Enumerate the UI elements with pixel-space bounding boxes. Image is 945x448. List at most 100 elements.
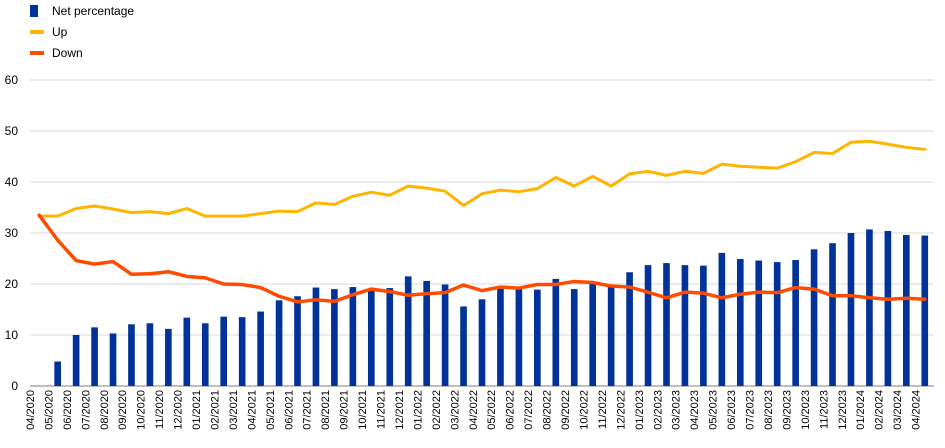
x-tick-label: 04/2022 bbox=[468, 390, 480, 430]
bar bbox=[884, 230, 892, 386]
legend-swatch-down bbox=[30, 50, 44, 55]
x-tick-label: 10/2020 bbox=[136, 390, 148, 430]
bar bbox=[238, 317, 246, 386]
bar bbox=[275, 300, 283, 386]
legend-item-up: Up bbox=[30, 21, 134, 42]
bar bbox=[146, 323, 154, 386]
bar bbox=[201, 323, 209, 386]
x-tick-label: 11/2020 bbox=[154, 390, 166, 429]
bar bbox=[331, 289, 338, 386]
y-tick-label: 0 bbox=[11, 379, 18, 393]
bar bbox=[773, 262, 781, 386]
x-tick-label: 08/2022 bbox=[542, 390, 554, 430]
x-tick-label: 03/2024 bbox=[892, 390, 904, 430]
y-tick-label: 30 bbox=[5, 226, 19, 240]
x-tick-label: 09/2022 bbox=[560, 390, 572, 430]
bar bbox=[736, 259, 744, 386]
y-tick-label: 10 bbox=[5, 328, 19, 342]
x-tick-label: 10/2022 bbox=[578, 390, 590, 430]
x-tick-label: 03/2023 bbox=[671, 390, 683, 430]
bar bbox=[128, 324, 135, 386]
bar bbox=[165, 328, 172, 386]
line-series bbox=[37, 139, 927, 304]
bar bbox=[718, 252, 726, 386]
x-tick-label: 08/2020 bbox=[99, 390, 111, 430]
y-tick-label: 60 bbox=[5, 73, 19, 87]
x-tick-label: 11/2023 bbox=[818, 390, 830, 429]
x-tick-label: 07/2023 bbox=[745, 390, 757, 430]
bar bbox=[626, 272, 633, 386]
x-tick-label: 06/2023 bbox=[726, 390, 738, 430]
y-tick-label: 40 bbox=[5, 175, 19, 189]
x-tick-label: 08/2021 bbox=[320, 390, 332, 430]
x-tick-label: 11/2022 bbox=[597, 390, 609, 429]
x-tick-label: 02/2021 bbox=[209, 390, 221, 430]
x-tick-label: 09/2020 bbox=[117, 390, 129, 430]
bar bbox=[663, 263, 670, 386]
x-tick-label: 02/2024 bbox=[874, 390, 886, 430]
bar bbox=[552, 278, 560, 386]
bar bbox=[829, 243, 836, 386]
x-tick-label: 09/2021 bbox=[339, 390, 351, 430]
bar bbox=[349, 287, 357, 386]
x-tick-label: 10/2021 bbox=[357, 390, 369, 430]
bar bbox=[367, 289, 375, 386]
x-tick-label: 09/2023 bbox=[781, 390, 793, 430]
bar bbox=[460, 306, 467, 386]
x-tick-label: 06/2020 bbox=[62, 390, 74, 430]
bar bbox=[441, 284, 449, 386]
x-tick-label: 05/2020 bbox=[43, 390, 55, 430]
legend-swatch-net-percentage bbox=[30, 4, 38, 17]
x-tick-label: 05/2023 bbox=[708, 390, 720, 430]
x-tick-label: 12/2022 bbox=[615, 390, 627, 430]
bar bbox=[54, 361, 61, 386]
line-down bbox=[37, 213, 927, 304]
x-tick-label: 06/2022 bbox=[505, 390, 517, 430]
bar bbox=[810, 249, 818, 386]
bar bbox=[755, 260, 763, 386]
x-tick-label: 04/2024 bbox=[911, 390, 923, 430]
bar bbox=[497, 288, 504, 386]
x-tick-label: 04/2023 bbox=[689, 390, 701, 430]
x-tick-label: 01/2024 bbox=[855, 390, 867, 430]
legend-item-down: Down bbox=[30, 42, 134, 63]
legend: Net percentage Up Down bbox=[30, 0, 134, 63]
x-tick-label: 10/2023 bbox=[800, 390, 812, 430]
x-tick-label: 02/2023 bbox=[652, 390, 664, 430]
bar bbox=[183, 317, 191, 386]
y-tick-label: 20 bbox=[5, 277, 19, 291]
x-tick-label: 07/2021 bbox=[302, 390, 314, 430]
legend-swatch-up bbox=[30, 29, 44, 34]
line-up bbox=[37, 139, 927, 218]
bar bbox=[312, 287, 320, 386]
x-tick-label: 04/2020 bbox=[25, 390, 37, 430]
bar bbox=[423, 280, 430, 386]
y-axis: 0 10 20 30 40 50 60 bbox=[5, 73, 19, 393]
bar bbox=[386, 288, 394, 386]
gridlines bbox=[30, 79, 934, 387]
bar bbox=[681, 265, 689, 386]
bar bbox=[644, 265, 652, 386]
bar bbox=[294, 296, 301, 386]
x-tick-label: 12/2023 bbox=[837, 390, 849, 430]
bar bbox=[72, 335, 80, 386]
x-tick-label: 11/2021 bbox=[376, 390, 388, 429]
bar bbox=[478, 299, 486, 386]
bar bbox=[109, 333, 117, 386]
x-tick-label: 01/2021 bbox=[191, 390, 203, 430]
bar bbox=[515, 289, 523, 386]
x-tick-label: 05/2022 bbox=[486, 390, 498, 430]
x-tick-label: 06/2021 bbox=[283, 390, 295, 430]
x-tick-label: 12/2020 bbox=[173, 390, 185, 430]
bar bbox=[404, 276, 412, 386]
bar bbox=[257, 311, 264, 386]
legend-label-up: Up bbox=[52, 24, 68, 39]
bar bbox=[570, 289, 578, 386]
x-tick-label: 08/2023 bbox=[763, 390, 775, 430]
x-tick-label: 01/2022 bbox=[412, 390, 424, 430]
x-tick-label: 07/2022 bbox=[523, 390, 535, 430]
y-tick-label: 50 bbox=[5, 124, 19, 138]
bar bbox=[921, 235, 929, 386]
bar bbox=[91, 327, 98, 386]
